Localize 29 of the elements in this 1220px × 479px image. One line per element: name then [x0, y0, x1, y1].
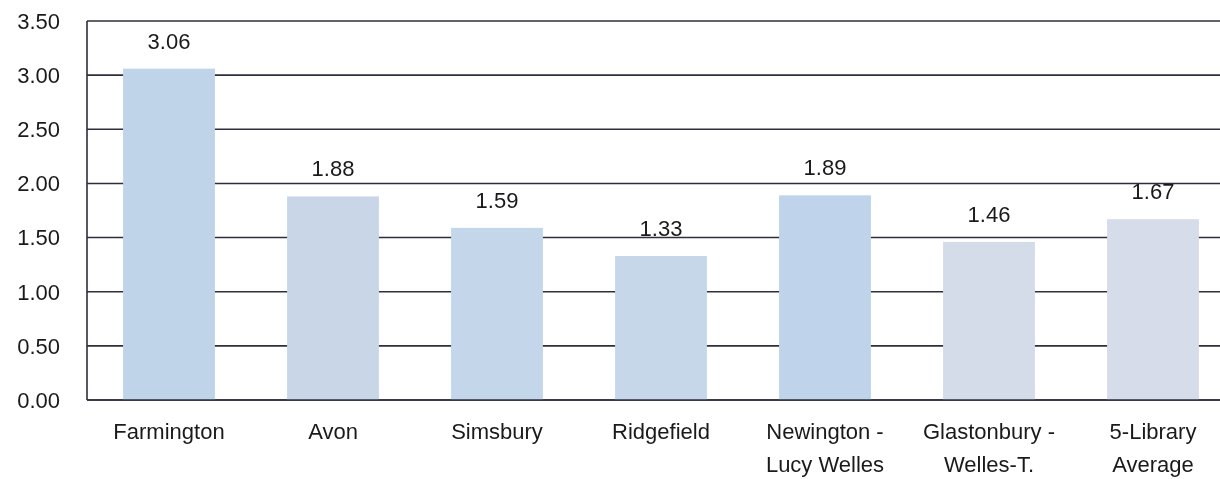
- x-tick-label: Ridgefield: [612, 418, 710, 444]
- x-tick-label: Farmington: [113, 418, 225, 444]
- x-tick-label: Simsbury: [451, 418, 543, 444]
- data-label: 1.67: [1131, 179, 1175, 205]
- bar: [287, 196, 379, 400]
- data-label: 1.89: [803, 155, 847, 181]
- bar: [123, 68, 215, 400]
- y-tick-label: 1.50: [17, 225, 60, 251]
- bar: [1107, 219, 1199, 400]
- data-label: 1.33: [639, 215, 683, 241]
- y-tick-label: 2.50: [17, 117, 60, 143]
- y-tick-label: 3.50: [17, 8, 60, 34]
- data-label: 1.88: [311, 156, 355, 182]
- y-tick-label: 1.00: [17, 279, 60, 305]
- bar: [615, 255, 707, 400]
- bar: [451, 227, 543, 400]
- y-tick-label: 0.50: [17, 333, 60, 359]
- bar: [779, 195, 871, 400]
- x-tick-label: 5-Library Average: [1109, 418, 1197, 477]
- data-label: 1.46: [967, 201, 1011, 227]
- y-tick-label: 0.00: [17, 387, 60, 413]
- x-tick-label: Avon: [308, 418, 358, 444]
- x-tick-label: Glastonbury - Welles-T.: [922, 418, 1056, 477]
- y-tick-label: 3.00: [17, 63, 60, 89]
- x-tick-label: Newington - Lucy Welles: [765, 418, 885, 477]
- y-tick-label: 2.00: [17, 171, 60, 197]
- bar: [943, 241, 1035, 400]
- data-label: 1.59: [475, 187, 519, 213]
- data-label: 3.06: [147, 28, 191, 54]
